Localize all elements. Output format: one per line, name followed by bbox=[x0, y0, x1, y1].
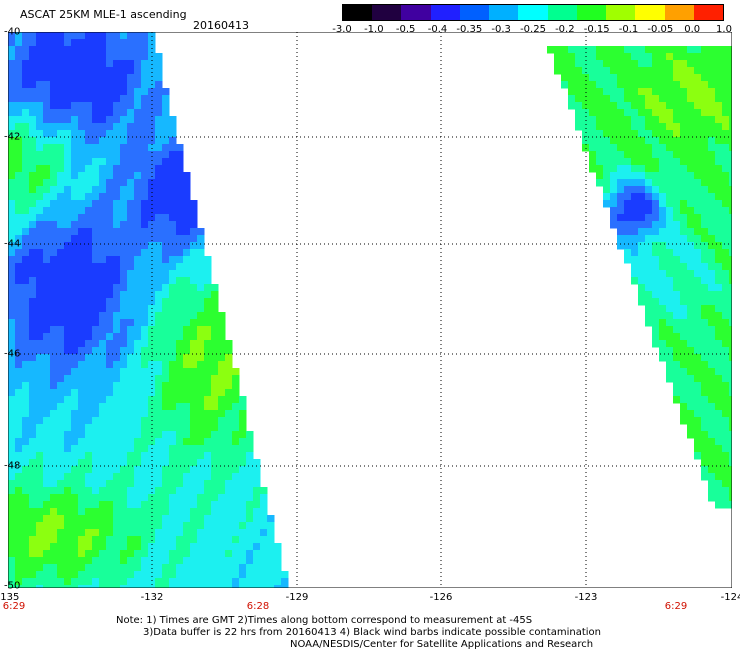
colorbar-swatch bbox=[459, 5, 490, 20]
colorbar-label: -0.3 bbox=[491, 24, 511, 35]
y-tick-label: -50 bbox=[4, 580, 21, 592]
colorbar-label: -0.5 bbox=[395, 24, 416, 35]
y-tick-label: -40 bbox=[4, 26, 21, 38]
colorbar-label: -1.0 bbox=[364, 24, 384, 35]
colorbar-label: -0.05 bbox=[647, 24, 674, 35]
colorbar-label: -3.0 bbox=[332, 24, 352, 35]
colorbar-swatch bbox=[401, 5, 431, 20]
y-tick-label: -44 bbox=[4, 238, 21, 250]
x-tick-label: -132 bbox=[140, 592, 164, 603]
x-tick-label: -123 bbox=[574, 592, 598, 603]
colorbar-label: -0.4 bbox=[427, 24, 448, 35]
time-label: 6:29 bbox=[664, 601, 688, 612]
colorbar-swatch bbox=[518, 5, 548, 20]
time-label: 6:28 bbox=[246, 601, 270, 612]
y-tick-label: -48 bbox=[4, 460, 21, 472]
colorbar-swatch bbox=[430, 5, 460, 20]
time-label: 6:29 bbox=[2, 601, 26, 612]
swath-west bbox=[8, 32, 289, 588]
colorbar-label: -0.1 bbox=[618, 24, 639, 35]
colorbar-swatch bbox=[664, 5, 694, 20]
y-tick-label: -46 bbox=[4, 348, 21, 360]
colorbar-label: -0.35 bbox=[456, 24, 483, 35]
map-title: ASCAT 25KM MLE-1 ascending bbox=[20, 8, 187, 21]
notes: Note: 1) Times are GMT 2)Times along bot… bbox=[116, 615, 601, 651]
map-date: 20160413 bbox=[193, 19, 249, 32]
colorbar-label: -0.25 bbox=[520, 24, 546, 35]
x-tick-label: -126 bbox=[429, 592, 453, 603]
colorbar bbox=[342, 4, 724, 21]
note-line-2: 3)Data buffer is 22 hrs from 20160413 4)… bbox=[143, 627, 601, 638]
colorbar-swatch bbox=[635, 5, 665, 20]
colorbar-labels: -3.0 -1.0 -0.5 -0.4 -0.35 -0.3 -0.25 -0.2 -0.15-… bbox=[330, 24, 732, 36]
x-tick-label: -124 bbox=[720, 592, 740, 603]
colorbar-label: -0.15 bbox=[583, 24, 610, 35]
note-line-3: NOAA/NESDIS/Center for Satellite Applica… bbox=[290, 639, 594, 650]
colorbar-swatch bbox=[489, 5, 519, 20]
colorbar-swatch bbox=[343, 5, 373, 20]
colorbar-swatch bbox=[693, 5, 724, 20]
gridlines bbox=[8, 32, 732, 588]
colorbar-swatch bbox=[547, 5, 577, 20]
colorbar-swatch bbox=[576, 5, 607, 20]
colorbar-label: 1.0 bbox=[716, 24, 732, 35]
note-line-1: Note: 1) Times are GMT 2)Times along bot… bbox=[116, 615, 533, 626]
swath-east bbox=[547, 46, 732, 509]
y-tick-label: -42 bbox=[4, 131, 21, 143]
colorbar-swatch bbox=[372, 5, 402, 20]
colorbar-label: 0.0 bbox=[684, 24, 701, 35]
map-plot bbox=[8, 32, 732, 588]
colorbar-label: -0.2 bbox=[555, 24, 575, 35]
x-tick-label: -129 bbox=[285, 592, 309, 603]
colorbar-swatch bbox=[606, 5, 636, 20]
x-tick-label: -135 bbox=[0, 592, 20, 603]
